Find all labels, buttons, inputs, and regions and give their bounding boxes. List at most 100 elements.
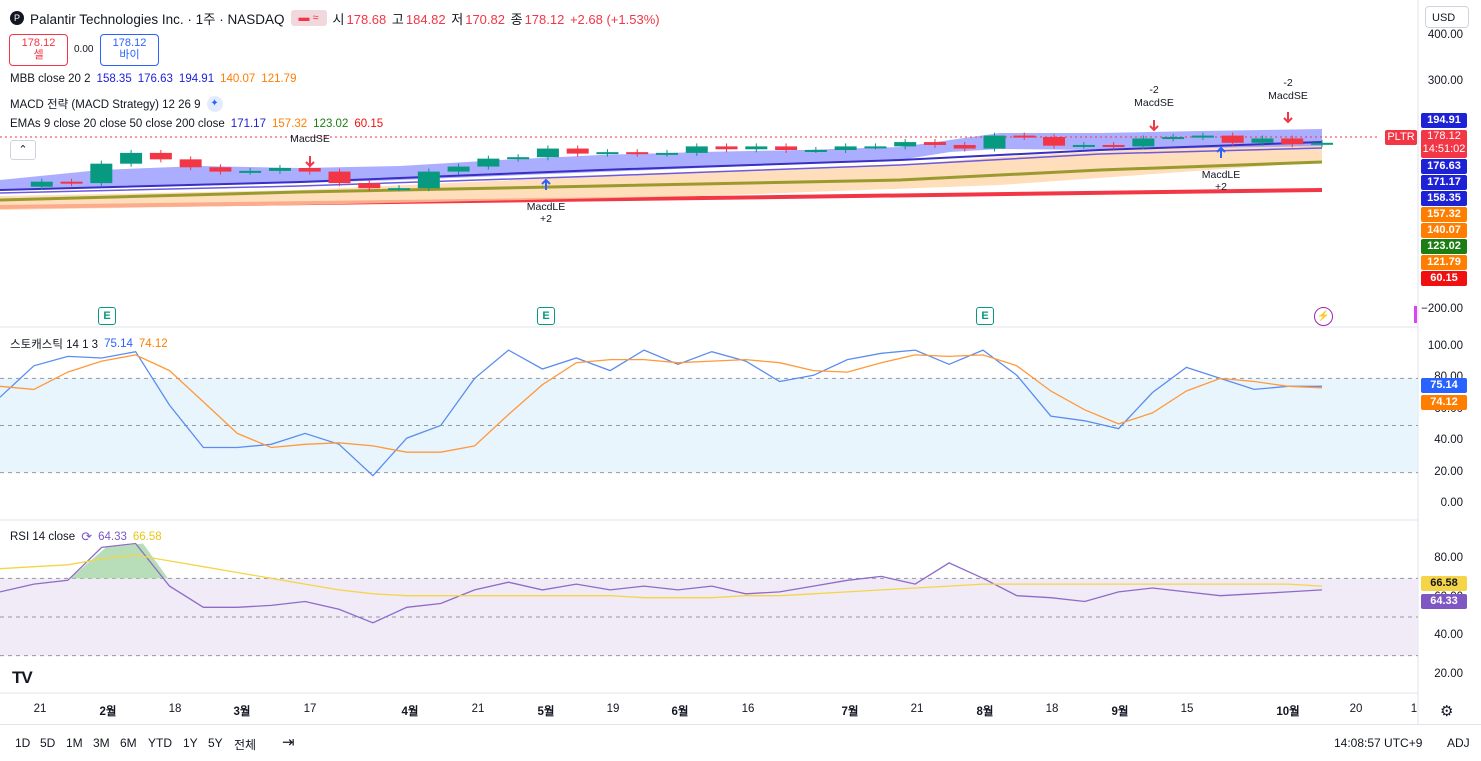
candle-body	[775, 146, 798, 150]
candle-body	[268, 168, 291, 171]
price-level-tag: 171.17	[1421, 175, 1467, 190]
stoch-legend[interactable]: 스토캐스틱 14 1 3 75.14 74.12	[10, 336, 168, 352]
long-signal-arrow-head	[541, 178, 551, 185]
range-button-YTD[interactable]: YTD	[148, 736, 172, 750]
low-label: 저	[451, 11, 464, 27]
stoch-name: 스토캐스틱 14 1 3	[10, 339, 99, 351]
time-axis-tick: 6월	[671, 706, 689, 718]
time-axis-tick: 21	[910, 703, 924, 715]
rsi-axis-tick: 20.00	[1434, 668, 1463, 680]
price-axis-tick: 400.00	[1427, 29, 1463, 41]
price-level-tag: 123.02	[1421, 239, 1467, 254]
emas-v1: 171.17	[230, 118, 266, 130]
candle-body	[447, 166, 470, 172]
mbb-v5: 121.79	[261, 73, 297, 85]
emas-legend[interactable]: EMAs 9 close 20 close 50 close 200 close…	[10, 118, 383, 130]
tradingview-logo[interactable]: TV	[12, 668, 33, 687]
candle-body	[656, 152, 678, 155]
candle-body	[1132, 138, 1155, 147]
symbol-title[interactable]: Palantir Technologies Inc. · 1주 · NASDAQ	[30, 12, 285, 27]
rsi-axis-tick: 40.00	[1434, 629, 1463, 642]
candle-body	[298, 168, 321, 172]
stoch-k: 75.14	[104, 338, 133, 350]
candle-body	[953, 144, 976, 149]
candle-body	[388, 188, 411, 191]
currency-select[interactable]: USD	[1425, 6, 1469, 28]
candle-body	[507, 157, 530, 160]
range-button-5Y[interactable]: 5Y	[208, 736, 223, 750]
emas-v2: 157.32	[271, 118, 308, 130]
market-status-icon[interactable]: ▬ ≈	[290, 10, 327, 26]
candle-body	[120, 152, 143, 164]
stoch-k-tag: 75.14	[1421, 378, 1467, 394]
buy-button[interactable]: 178.12 바이	[100, 34, 159, 66]
range-button-1M[interactable]: 1M	[66, 736, 83, 750]
refresh-icon[interactable]: ⟳	[81, 529, 93, 544]
date-range-icon[interactable]: ⇥	[282, 734, 295, 751]
rsi-overbought-fill	[70, 543, 168, 579]
symbol-logo-icon[interactable]: P	[10, 11, 24, 25]
candle-body	[685, 146, 708, 153]
rsi-legend[interactable]: RSI 14 close ⟳ 64.33 66.58	[10, 529, 162, 545]
adj-toggle[interactable]: ADJ	[1447, 736, 1470, 750]
time-axis-tick: 19	[606, 703, 620, 715]
open-value: 178.68	[346, 11, 387, 27]
time-axis-tick: 3월	[233, 706, 251, 718]
rsi-ma-line	[0, 554, 1323, 599]
ticker-tag: PLTR	[1385, 130, 1417, 145]
candle-body	[417, 171, 440, 189]
range-button-3M[interactable]: 3M	[93, 736, 110, 750]
time-axis-tick: 2월	[99, 706, 117, 718]
ema20-line	[0, 141, 1323, 191]
price-level-tag: 140.07	[1421, 223, 1467, 238]
range-button-전체[interactable]: 전체	[234, 738, 257, 752]
rsi-name: RSI 14 close	[10, 531, 76, 543]
price-level-tag: 176.63	[1421, 159, 1467, 174]
earnings-marker-icon[interactable]: E	[537, 307, 555, 325]
rsi-axis-tick: 80.00	[1434, 552, 1463, 564]
rsi-ma-tag: 66.58	[1421, 575, 1467, 591]
time-axis-tick: 4월	[401, 706, 419, 718]
dividend-lightning-icon[interactable]: ⚡	[1314, 307, 1333, 326]
range-button-1Y[interactable]: 1Y	[183, 736, 198, 750]
collapse-legend-button[interactable]: ⌃	[10, 140, 36, 160]
bottom-toolbar: 1D 5D 1M 3M 6M YTD 1Y 5Y 전체 ⇥ 14:08:57 UTC+9 ADJ	[0, 724, 1481, 761]
candle-body	[596, 152, 619, 155]
range-button-5D[interactable]: 5D	[40, 736, 56, 750]
settings-gear-icon[interactable]: ⚙	[1440, 703, 1454, 720]
ema9-line	[0, 147, 1323, 194]
time-axis-tick: 8월	[976, 706, 994, 718]
mbb-v4: 140.07	[220, 73, 256, 85]
macd-name: MACD 전략 (MACD Strategy) 12 26 9	[10, 99, 201, 111]
earnings-marker-icon[interactable]: E	[98, 307, 116, 325]
last-price-tag: 178.12 14:51:02	[1421, 130, 1467, 158]
earnings-marker-icon[interactable]: E	[976, 307, 994, 325]
stoch-band-fill	[0, 378, 1418, 473]
macd-legend[interactable]: MACD 전략 (MACD Strategy) 12 26 9 ✦	[10, 96, 223, 112]
time-axis-tick: 20	[1349, 703, 1363, 715]
stoch-axis-tick: 0.00	[1440, 497, 1463, 509]
stoch-d-line	[0, 354, 1323, 453]
sell-button[interactable]: 178.12 셀	[9, 34, 68, 66]
candle-body	[1162, 137, 1185, 140]
price-level-tag: 121.79	[1421, 255, 1467, 270]
stoch-d-tag: 74.12	[1421, 394, 1467, 410]
emas-v4: 60.15	[354, 118, 384, 130]
sparkle-icon[interactable]: ✦	[206, 96, 223, 112]
candle-body	[536, 148, 559, 158]
mbb-v3: 194.91	[178, 73, 215, 85]
mbb-legend[interactable]: MBB close 20 2 158.35 176.63 194.91 140.…	[10, 73, 296, 85]
emas-v3: 123.02	[313, 118, 349, 130]
split-marker	[1414, 306, 1417, 323]
time-axis-tick: 16	[741, 703, 755, 715]
bar-countdown: 14:51:02	[1422, 143, 1466, 155]
candle-body	[1072, 144, 1095, 147]
range-button-1D[interactable]: 1D	[15, 736, 31, 750]
candle-body	[30, 181, 53, 187]
clock-display[interactable]: 14:08:57 UTC+9	[1334, 736, 1423, 750]
time-axis-tick: 18	[168, 703, 182, 715]
candle-body	[1043, 137, 1066, 146]
time-axis-tick: 9월	[1111, 706, 1129, 718]
range-button-6M[interactable]: 6M	[120, 736, 137, 750]
